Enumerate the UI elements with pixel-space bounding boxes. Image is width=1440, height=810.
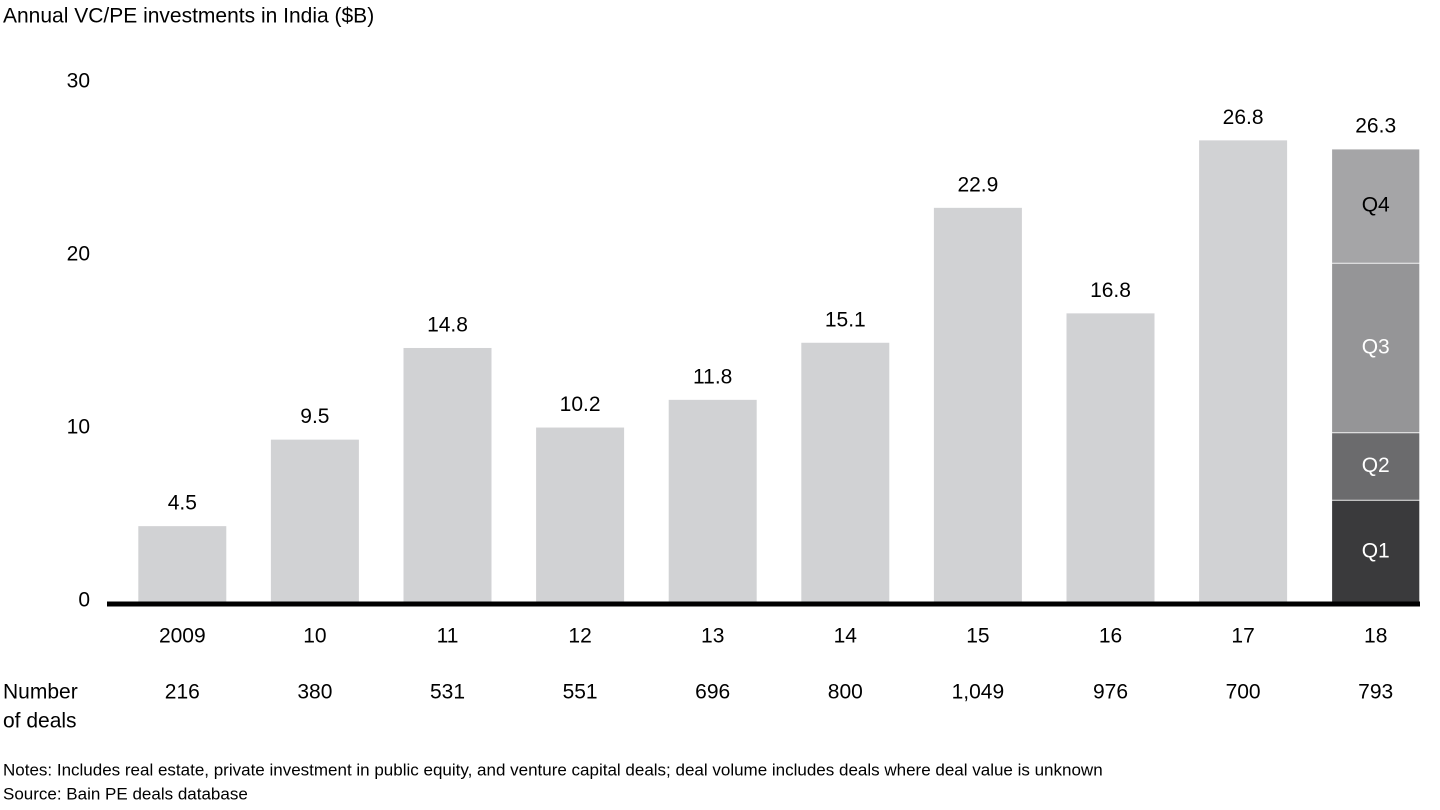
data-label: 26.8 bbox=[1223, 106, 1264, 129]
bar bbox=[138, 526, 227, 604]
y-tick-label: 10 bbox=[67, 416, 90, 439]
x-tick-label: 12 bbox=[568, 625, 591, 648]
data-label: 16.8 bbox=[1090, 279, 1131, 302]
segment-label: Q4 bbox=[1362, 194, 1390, 217]
y-tick-label: 0 bbox=[78, 589, 90, 612]
notes: Notes: Includes real estate, private inv… bbox=[3, 760, 1103, 779]
x-tick-label: 10 bbox=[303, 625, 326, 648]
deal-count: 216 bbox=[165, 681, 200, 704]
deal-count: 700 bbox=[1226, 681, 1261, 704]
bar-segment bbox=[1331, 499, 1421, 605]
x-tick-label: 13 bbox=[701, 625, 724, 648]
data-label: 11.8 bbox=[693, 365, 732, 388]
deals-title: of deals bbox=[3, 710, 77, 733]
bar-segment bbox=[1331, 432, 1421, 501]
bar bbox=[1066, 313, 1155, 604]
deal-count: 793 bbox=[1358, 681, 1393, 704]
bar bbox=[668, 399, 757, 604]
x-tick-label: 14 bbox=[834, 625, 858, 648]
data-label: 4.5 bbox=[168, 492, 197, 515]
x-tick-label: 17 bbox=[1231, 625, 1254, 648]
deal-count: 380 bbox=[297, 681, 332, 704]
segment-label: Q1 bbox=[1362, 540, 1390, 563]
data-label: 26.3 bbox=[1355, 115, 1396, 138]
y-tick-label: 20 bbox=[67, 243, 90, 266]
data-label: 15.1 bbox=[825, 308, 866, 331]
deal-count: 696 bbox=[695, 681, 730, 704]
chart-title: Annual VC/PE investments in India ($B) bbox=[3, 5, 374, 28]
deal-count: 800 bbox=[828, 681, 863, 704]
data-label: 22.9 bbox=[957, 173, 998, 196]
bar bbox=[403, 347, 492, 604]
deal-count: 531 bbox=[430, 681, 465, 704]
bar bbox=[1199, 140, 1288, 605]
deal-count: 1,049 bbox=[952, 681, 1005, 704]
bar bbox=[270, 439, 359, 604]
x-tick-label: 15 bbox=[966, 625, 989, 648]
x-tick-label: 2009 bbox=[159, 625, 206, 648]
source: Source: Bain PE deals database bbox=[3, 784, 248, 803]
segment-label: Q2 bbox=[1362, 454, 1390, 477]
deal-count: 551 bbox=[563, 681, 598, 704]
segment-label: Q3 bbox=[1362, 336, 1390, 359]
y-tick-label: 30 bbox=[67, 70, 90, 93]
x-tick-label: 18 bbox=[1364, 625, 1387, 648]
deals-title: Number bbox=[3, 681, 78, 704]
data-label: 10.2 bbox=[560, 393, 601, 416]
bar bbox=[933, 207, 1022, 604]
bar-segment bbox=[1331, 148, 1421, 264]
x-tick-label: 16 bbox=[1099, 625, 1122, 648]
deal-count: 976 bbox=[1093, 681, 1128, 704]
data-label: 9.5 bbox=[300, 405, 329, 428]
bar bbox=[801, 342, 890, 604]
bar bbox=[536, 427, 625, 604]
data-label: 14.8 bbox=[427, 314, 468, 337]
x-tick-label: 11 bbox=[437, 625, 459, 648]
